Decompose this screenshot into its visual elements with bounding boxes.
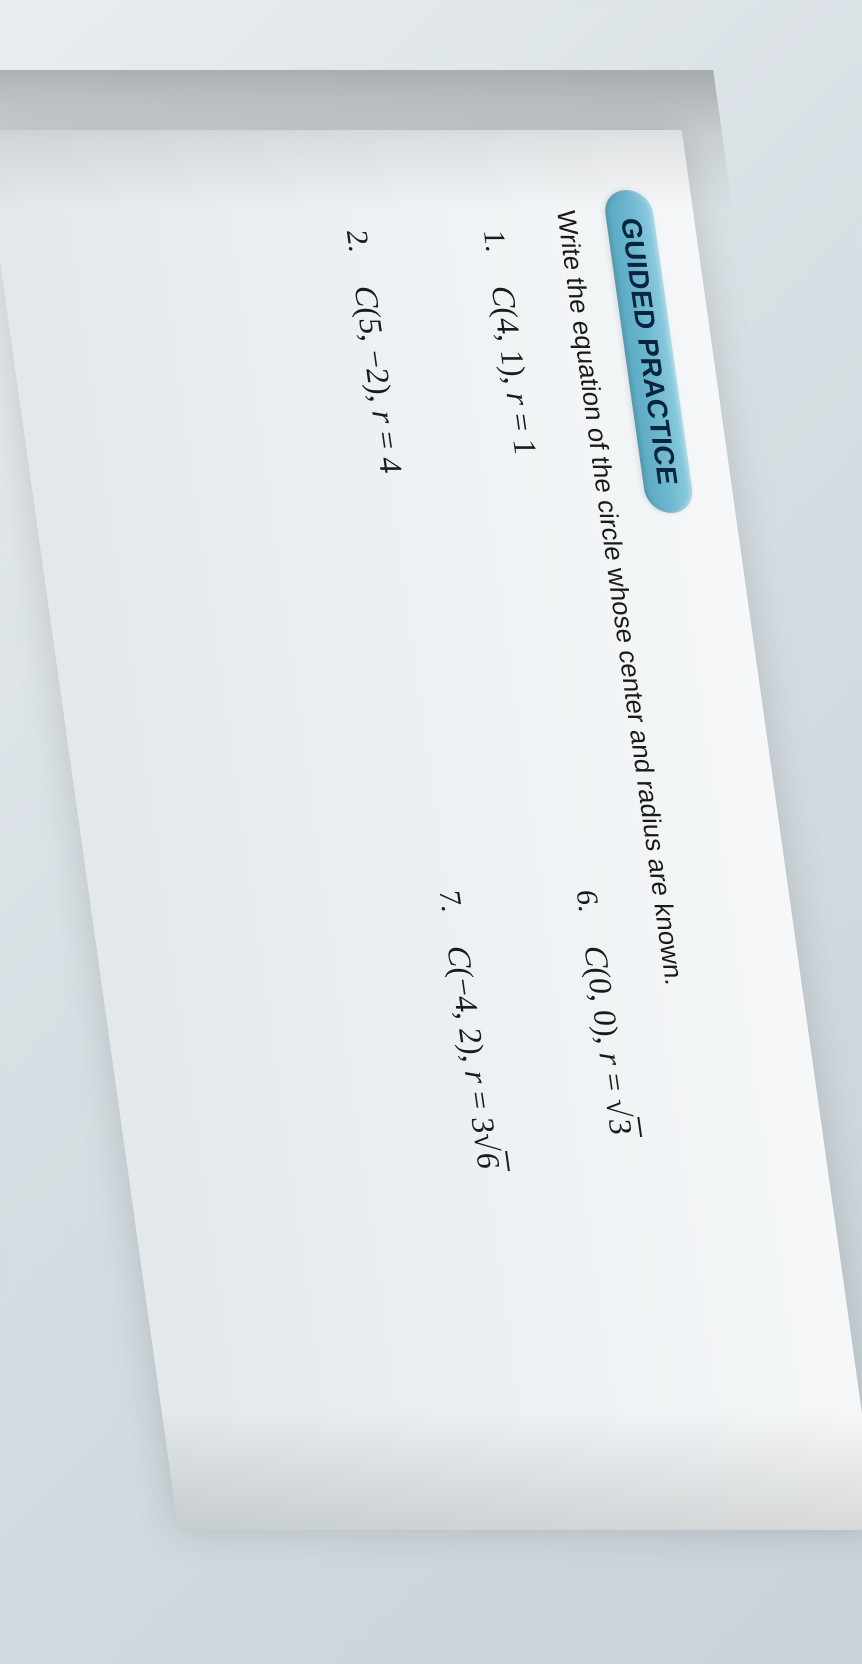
- problem-expression: C(0, 0), r = 3: [576, 946, 640, 1137]
- center-coords: (0, 0): [580, 967, 626, 1036]
- spine-shadow: [0, 70, 733, 210]
- separator: ,: [497, 377, 535, 393]
- problem-2: 2. C(5, −2), r = 4: [339, 230, 458, 810]
- center-label: C: [485, 286, 524, 307]
- radius-label: r: [592, 1053, 630, 1065]
- center-label: C: [577, 946, 616, 967]
- problem-number: 1.: [476, 230, 515, 266]
- problem-number: 6.: [568, 890, 607, 926]
- equals: =: [460, 1083, 501, 1117]
- center-label: C: [348, 286, 387, 307]
- equals: =: [367, 423, 408, 457]
- radius-value: 1: [506, 439, 544, 455]
- separator: ,: [590, 1037, 628, 1053]
- section-header-title: GUIDED PRACTICE: [615, 218, 684, 485]
- radius-label: r: [500, 393, 538, 405]
- center-label: C: [440, 946, 479, 967]
- center-coords: (4, 1): [488, 307, 534, 376]
- equals: =: [501, 405, 542, 439]
- radius-value: 4: [372, 457, 410, 473]
- sqrt-arg: 6: [469, 1151, 510, 1171]
- sqrt-symbol: 6: [466, 1133, 508, 1171]
- separator: ,: [456, 1055, 494, 1071]
- equals: =: [594, 1065, 635, 1099]
- center-coords: (5, −2): [351, 307, 399, 394]
- sqrt-symbol: 3: [598, 1099, 640, 1137]
- problem-number: 7.: [431, 890, 470, 926]
- problem-7: 7. C(−4, 2), r = 3 6: [431, 890, 550, 1470]
- radius-label: r: [365, 411, 403, 423]
- radius-label: r: [458, 1071, 496, 1083]
- problem-expression: C(4, 1), r = 1: [484, 286, 545, 455]
- problem-expression: C(5, −2), r = 4: [347, 286, 410, 473]
- radius-value: 3: [464, 1117, 502, 1133]
- problem-expression: C(−4, 2), r = 3 6: [439, 946, 508, 1171]
- sqrt-arg: 3: [601, 1117, 642, 1137]
- textbook-page: GUIDED PRACTICE Write the equation of th…: [0, 130, 862, 1530]
- center-coords: (−4, 2): [443, 967, 491, 1054]
- separator: ,: [363, 395, 401, 411]
- problem-number: 2.: [339, 230, 378, 266]
